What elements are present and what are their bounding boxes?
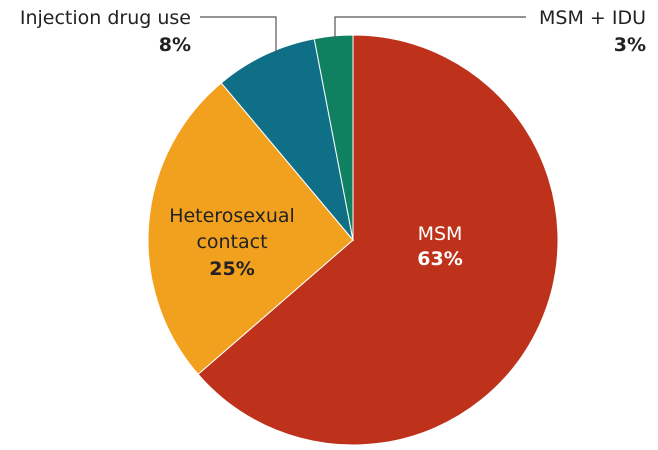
- slice-label-msm-idu: MSM + IDU: [539, 7, 646, 29]
- slice-label-msm: MSM: [418, 223, 463, 245]
- slice-value-heterosexual: 25%: [209, 258, 254, 280]
- pie-slice-heterosexual-contact: [147, 82, 354, 375]
- pie-slice-msm-idu: [313, 34, 354, 241]
- slice-value-injection-drug-use: 8%: [159, 34, 191, 56]
- leader-line-msm-idu: [334, 16, 526, 38]
- pie-slice-msm: [197, 34, 559, 446]
- pie-slices: [147, 34, 559, 446]
- slice-label-heterosexual-line-1: Heterosexual: [169, 205, 295, 227]
- slice-label-injection-drug-use: Injection drug use: [20, 7, 191, 29]
- slice-value-msm: 63%: [417, 248, 462, 270]
- slice-value-msm-idu: 3%: [614, 34, 646, 56]
- leader-line-injection-drug-use: [200, 16, 277, 54]
- pie-slice-injection-drug-use: [220, 38, 354, 242]
- slice-label-heterosexual-line-2: contact: [196, 231, 267, 253]
